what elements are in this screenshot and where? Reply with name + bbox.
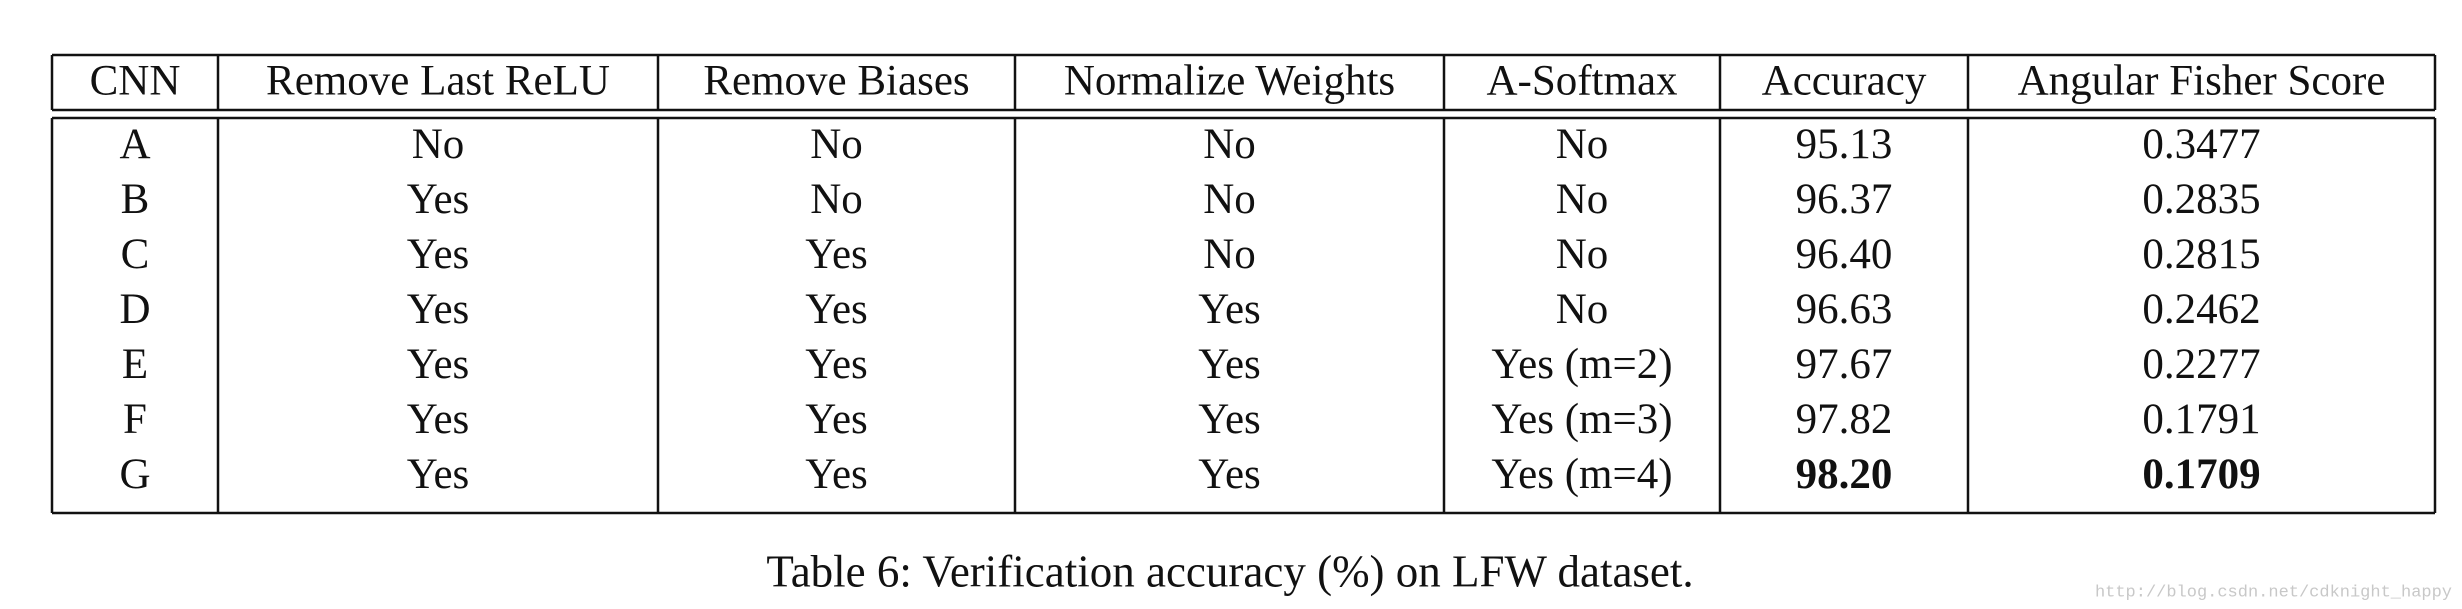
- cell: 96.40: [1796, 231, 1893, 278]
- cell: Yes: [1198, 341, 1261, 388]
- cell: No: [1203, 121, 1256, 168]
- cell: Yes: [1198, 286, 1261, 333]
- cell: 0.3477: [2142, 121, 2260, 168]
- cell: 96.63: [1796, 286, 1893, 333]
- cell: Yes: [805, 396, 868, 443]
- cell: Yes: [805, 231, 868, 278]
- cell: 0.2835: [2142, 176, 2260, 223]
- cell: Yes: [1198, 451, 1261, 498]
- cell: Yes: [805, 341, 868, 388]
- cell: 95.13: [1796, 121, 1893, 168]
- cell: No: [810, 176, 863, 223]
- watermark: http://blog.csdn.net/cdknight_happy: [2095, 583, 2452, 602]
- cell: 96.37: [1796, 176, 1893, 223]
- cell: No: [810, 121, 863, 168]
- cell: E: [122, 341, 148, 388]
- header-cell: Accuracy: [1762, 57, 1927, 104]
- header-cell: Remove Biases: [703, 57, 969, 104]
- cell: 0.1791: [2142, 396, 2260, 443]
- cell: 97.67: [1796, 341, 1893, 388]
- cell: Yes: [805, 286, 868, 333]
- cell: A: [119, 121, 150, 168]
- header-cell: Angular Fisher Score: [2018, 57, 2386, 104]
- header-cell: Remove Last ReLU: [266, 57, 610, 104]
- cell: B: [121, 176, 150, 223]
- cell: 0.2462: [2142, 286, 2260, 333]
- cell: Yes: [805, 451, 868, 498]
- cell: No: [1556, 286, 1609, 333]
- cell: C: [121, 231, 150, 278]
- cell: Yes (m=3): [1491, 396, 1672, 443]
- cell: No: [1556, 121, 1609, 168]
- cell: Yes: [1198, 396, 1261, 443]
- cell: 97.82: [1796, 396, 1893, 443]
- cell: Yes: [407, 231, 470, 278]
- cell: 0.1709: [2142, 451, 2260, 498]
- header-cell: A-Softmax: [1486, 57, 1677, 104]
- caption: Table 6: Verification accuracy (%) on LF…: [766, 546, 1693, 596]
- cell: Yes (m=4): [1491, 451, 1672, 498]
- cell: 98.20: [1796, 451, 1893, 498]
- cell: No: [412, 121, 465, 168]
- cell: No: [1203, 231, 1256, 278]
- cell: Yes: [407, 396, 470, 443]
- cell: Yes (m=2): [1491, 341, 1672, 388]
- cell: No: [1556, 231, 1609, 278]
- cell: D: [119, 286, 150, 333]
- header-cell: CNN: [90, 57, 181, 104]
- cell: Yes: [407, 286, 470, 333]
- cell: 0.2815: [2142, 231, 2260, 278]
- cell: 0.2277: [2142, 341, 2260, 388]
- cell: G: [119, 451, 150, 498]
- header-cell: Normalize Weights: [1064, 57, 1395, 104]
- cell: Yes: [407, 176, 470, 223]
- cell: No: [1203, 176, 1256, 223]
- cell: Yes: [407, 341, 470, 388]
- cell: Yes: [407, 451, 470, 498]
- cell: No: [1556, 176, 1609, 223]
- cell: F: [123, 396, 147, 443]
